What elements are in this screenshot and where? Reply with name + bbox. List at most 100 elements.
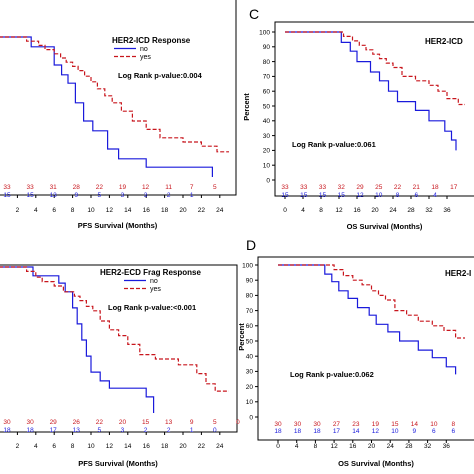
x-tick-label: 8 xyxy=(319,207,323,214)
x-tick-label: 16 xyxy=(143,443,151,450)
risk-count: 8 xyxy=(396,192,400,199)
x-tick-label: 16 xyxy=(349,443,357,450)
risk-count: 9 xyxy=(190,419,194,426)
risk-count: 18 xyxy=(294,428,302,435)
x-tick-label: 0 xyxy=(276,443,280,450)
y-tick-label: 70 xyxy=(246,308,254,315)
risk-count: 15 xyxy=(3,192,11,199)
x-tick-label: 24 xyxy=(389,207,397,214)
km-curve-yes xyxy=(0,266,229,392)
y-tick-label: 100 xyxy=(242,262,253,269)
x-axis-label: PFS Survival (Months) xyxy=(78,459,158,468)
legend-label-no: no xyxy=(150,278,158,285)
risk-count: 18 xyxy=(431,184,439,191)
x-tick-label: 24 xyxy=(387,443,395,450)
risk-count: 15 xyxy=(26,192,34,199)
y-tick-label: 90 xyxy=(263,44,271,51)
x-tick-label: 0 xyxy=(283,207,287,214)
y-tick-label: 50 xyxy=(263,103,271,110)
risk-count: 30 xyxy=(294,421,302,428)
risk-count: 18 xyxy=(26,427,34,434)
x-tick-label: 22 xyxy=(198,207,206,214)
x-axis-label: OS Survival (Months) xyxy=(338,459,414,468)
y-tick-label: 60 xyxy=(263,89,271,96)
x-tick-label: 4 xyxy=(301,207,305,214)
curves xyxy=(285,31,465,151)
plot-frame xyxy=(274,21,474,197)
risk-count: 15 xyxy=(319,192,327,199)
km-curve-no xyxy=(285,31,457,151)
x-tick-label: 2 xyxy=(16,443,20,450)
risk-count: 5 xyxy=(98,427,102,434)
y-tick-label: 90 xyxy=(246,278,254,285)
legend-title: HER2-ICD Response xyxy=(112,36,191,45)
x-axis-label: OS Survival (Months) xyxy=(347,222,423,231)
x-tick-label: 22 xyxy=(198,443,206,450)
x-tick-label: 36 xyxy=(443,443,451,450)
y-tick-label: 100 xyxy=(259,29,270,36)
plot-frame xyxy=(0,0,237,196)
x-tick-label: 8 xyxy=(314,443,318,450)
risk-count: 33 xyxy=(3,184,11,191)
risk-count: 10 xyxy=(391,428,399,435)
x-tick-label: 20 xyxy=(179,443,187,450)
logrank-annotation: Log Rank p-value:<0.001 xyxy=(108,303,196,312)
y-tick-label: 60 xyxy=(246,323,254,330)
risk-count: 18 xyxy=(274,428,282,435)
risk-count: 30 xyxy=(313,421,321,428)
x-tick-label: 16 xyxy=(143,207,151,214)
risk-count: 6 xyxy=(414,192,418,199)
x-tick-label: 20 xyxy=(368,443,376,450)
logrank-annotation: Log Rank p-value:0.004 xyxy=(118,71,203,80)
x-tick-label: 32 xyxy=(425,207,433,214)
risk-count: 7 xyxy=(190,184,194,191)
curves xyxy=(0,36,229,177)
legend-label-no: no xyxy=(140,46,148,53)
x-tick-label: 20 xyxy=(179,207,187,214)
risk-count: 29 xyxy=(356,184,364,191)
km-curve-no xyxy=(0,36,213,177)
x-tick-label: 4 xyxy=(295,443,299,450)
risk-count: 4 xyxy=(433,192,437,199)
x-tick-label: 32 xyxy=(424,443,432,450)
y-tick-label: 20 xyxy=(246,384,254,391)
x-tick-label: 12 xyxy=(106,207,114,214)
legend-label-yes: yes xyxy=(150,286,161,293)
x-tick-label: 4 xyxy=(34,207,38,214)
risk-count: 2 xyxy=(144,427,148,434)
legend-label-yes: yes xyxy=(140,54,151,61)
x-tick-label: 28 xyxy=(405,443,413,450)
risk-count: 30 xyxy=(3,419,11,426)
y-tick-label: 30 xyxy=(263,133,271,140)
risk-count: 33 xyxy=(300,184,308,191)
risk-count: 10 xyxy=(430,421,438,428)
risk-count: 15 xyxy=(281,192,289,199)
risk-count: 22 xyxy=(394,184,402,191)
panel-letter: D xyxy=(246,237,256,253)
curves xyxy=(278,264,465,375)
risk-count: 20 xyxy=(119,419,127,426)
risk-count: 14 xyxy=(352,428,360,435)
x-tick-label: 18 xyxy=(161,207,169,214)
risk-count: 21 xyxy=(413,184,421,191)
y-tick-label: 40 xyxy=(246,354,254,361)
risk-count: 26 xyxy=(73,419,81,426)
risk-count: 33 xyxy=(281,184,289,191)
y-axis-label: Percent xyxy=(237,323,246,351)
risk-count: 31 xyxy=(50,184,58,191)
x-tick-label: 10 xyxy=(87,443,95,450)
risk-count: 12 xyxy=(142,184,150,191)
y-tick-label: 20 xyxy=(263,148,271,155)
y-tick-label: 0 xyxy=(249,414,253,421)
risk-count: 18 xyxy=(3,427,11,434)
x-tick-label: 20 xyxy=(371,207,379,214)
risk-count: 33 xyxy=(319,184,327,191)
risk-count: 9 xyxy=(413,428,417,435)
risk-count: 5 xyxy=(98,192,102,199)
x-axis-label: PFS Survival (Months) xyxy=(78,221,158,230)
risk-count: 32 xyxy=(338,184,346,191)
